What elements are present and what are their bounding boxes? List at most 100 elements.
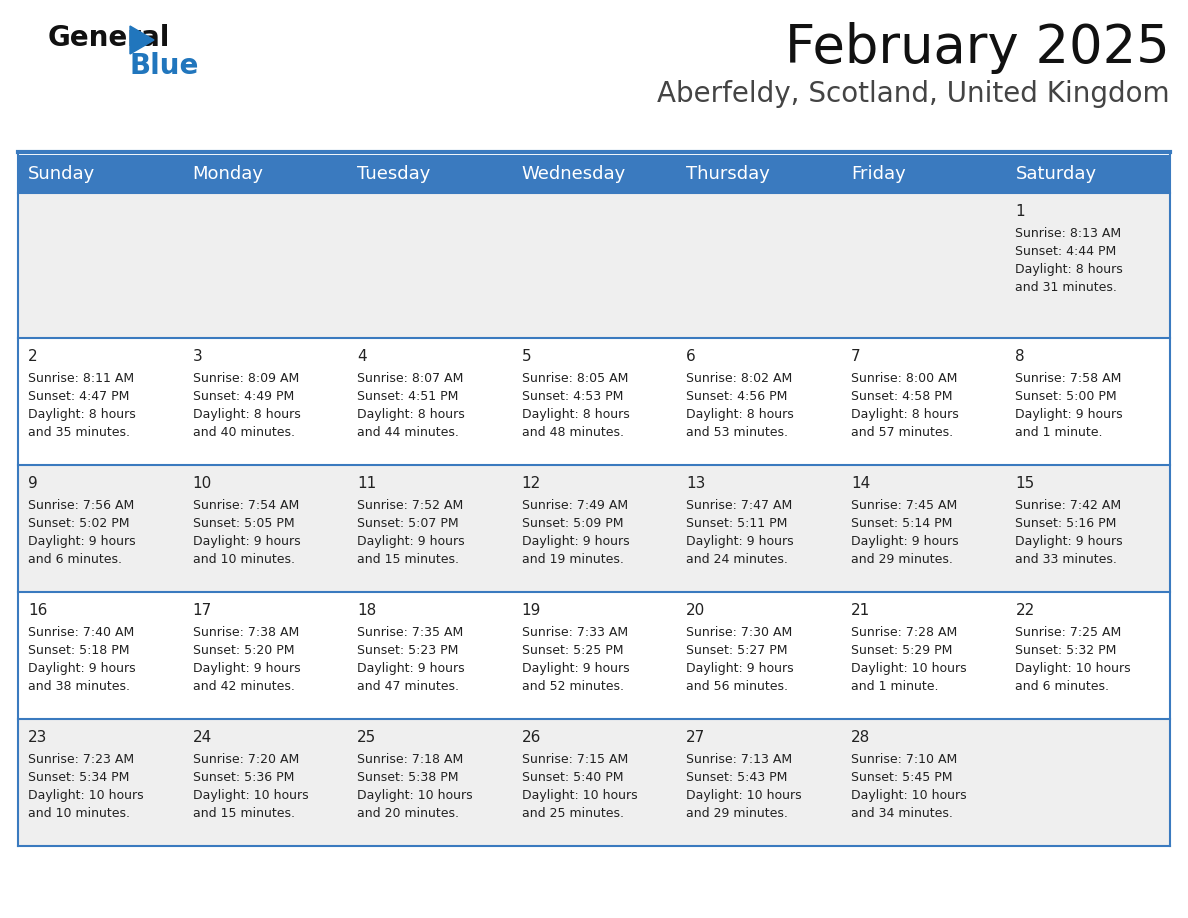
Text: Sunrise: 7:28 AM: Sunrise: 7:28 AM xyxy=(851,626,958,639)
Text: Sunrise: 7:52 AM: Sunrise: 7:52 AM xyxy=(358,499,463,512)
Text: 23: 23 xyxy=(29,730,48,745)
Text: Thursday: Thursday xyxy=(687,165,770,183)
Text: 8: 8 xyxy=(1016,349,1025,364)
Text: 14: 14 xyxy=(851,476,870,491)
Text: Sunset: 4:58 PM: Sunset: 4:58 PM xyxy=(851,390,953,403)
Text: Sunrise: 7:45 AM: Sunrise: 7:45 AM xyxy=(851,499,958,512)
Text: Sunset: 5:09 PM: Sunset: 5:09 PM xyxy=(522,517,624,530)
Text: Daylight: 10 hours: Daylight: 10 hours xyxy=(29,789,144,802)
Bar xyxy=(841,155,1005,193)
Text: Sunset: 5:02 PM: Sunset: 5:02 PM xyxy=(29,517,129,530)
Text: Sunrise: 8:11 AM: Sunrise: 8:11 AM xyxy=(29,372,134,385)
Text: 27: 27 xyxy=(687,730,706,745)
Text: 13: 13 xyxy=(687,476,706,491)
Text: and 33 minutes.: and 33 minutes. xyxy=(1016,553,1117,566)
Text: and 57 minutes.: and 57 minutes. xyxy=(851,426,953,439)
Text: 11: 11 xyxy=(358,476,377,491)
Text: Saturday: Saturday xyxy=(1016,165,1097,183)
Text: Sunset: 5:25 PM: Sunset: 5:25 PM xyxy=(522,644,624,657)
Text: Aberfeldy, Scotland, United Kingdom: Aberfeldy, Scotland, United Kingdom xyxy=(657,80,1170,108)
Text: Tuesday: Tuesday xyxy=(358,165,430,183)
Text: Sunrise: 7:38 AM: Sunrise: 7:38 AM xyxy=(192,626,299,639)
Text: 28: 28 xyxy=(851,730,870,745)
Text: Sunset: 4:47 PM: Sunset: 4:47 PM xyxy=(29,390,129,403)
Text: Sunrise: 7:42 AM: Sunrise: 7:42 AM xyxy=(1016,499,1121,512)
Text: Sunset: 5:23 PM: Sunset: 5:23 PM xyxy=(358,644,459,657)
Text: Sunrise: 8:09 AM: Sunrise: 8:09 AM xyxy=(192,372,299,385)
Text: 9: 9 xyxy=(29,476,38,491)
Text: and 38 minutes.: and 38 minutes. xyxy=(29,680,129,693)
Text: Sunset: 5:16 PM: Sunset: 5:16 PM xyxy=(1016,517,1117,530)
Text: Sunrise: 7:58 AM: Sunrise: 7:58 AM xyxy=(1016,372,1121,385)
Bar xyxy=(512,155,676,193)
Text: Daylight: 9 hours: Daylight: 9 hours xyxy=(358,535,465,548)
Text: Daylight: 9 hours: Daylight: 9 hours xyxy=(1016,408,1123,421)
Text: and 31 minutes.: and 31 minutes. xyxy=(1016,281,1117,294)
Text: Sunset: 5:20 PM: Sunset: 5:20 PM xyxy=(192,644,295,657)
Text: 5: 5 xyxy=(522,349,531,364)
Text: Daylight: 10 hours: Daylight: 10 hours xyxy=(687,789,802,802)
Text: Sunrise: 7:10 AM: Sunrise: 7:10 AM xyxy=(851,753,958,766)
Text: 19: 19 xyxy=(522,603,541,618)
Text: and 48 minutes.: and 48 minutes. xyxy=(522,426,624,439)
Text: Sunset: 5:27 PM: Sunset: 5:27 PM xyxy=(687,644,788,657)
Text: 16: 16 xyxy=(29,603,48,618)
Text: General: General xyxy=(48,24,170,52)
Text: 6: 6 xyxy=(687,349,696,364)
Text: Daylight: 10 hours: Daylight: 10 hours xyxy=(851,789,967,802)
Text: 18: 18 xyxy=(358,603,377,618)
Text: Daylight: 9 hours: Daylight: 9 hours xyxy=(29,535,135,548)
Text: Sunrise: 8:13 AM: Sunrise: 8:13 AM xyxy=(1016,227,1121,240)
Text: Sunrise: 8:00 AM: Sunrise: 8:00 AM xyxy=(851,372,958,385)
Bar xyxy=(18,465,1170,592)
Polygon shape xyxy=(129,26,154,54)
Text: and 10 minutes.: and 10 minutes. xyxy=(29,807,129,820)
Bar xyxy=(1005,155,1170,193)
Text: and 42 minutes.: and 42 minutes. xyxy=(192,680,295,693)
Text: Sunset: 5:40 PM: Sunset: 5:40 PM xyxy=(522,771,624,784)
Text: and 24 minutes.: and 24 minutes. xyxy=(687,553,788,566)
Text: 12: 12 xyxy=(522,476,541,491)
Text: and 47 minutes.: and 47 minutes. xyxy=(358,680,459,693)
Text: Sunset: 4:49 PM: Sunset: 4:49 PM xyxy=(192,390,293,403)
Text: Daylight: 9 hours: Daylight: 9 hours xyxy=(687,662,794,675)
Text: Sunset: 4:56 PM: Sunset: 4:56 PM xyxy=(687,390,788,403)
Text: 26: 26 xyxy=(522,730,541,745)
Text: Sunrise: 8:05 AM: Sunrise: 8:05 AM xyxy=(522,372,628,385)
Text: and 44 minutes.: and 44 minutes. xyxy=(358,426,459,439)
Text: Sunset: 5:38 PM: Sunset: 5:38 PM xyxy=(358,771,459,784)
Text: and 53 minutes.: and 53 minutes. xyxy=(687,426,789,439)
Text: Sunset: 5:00 PM: Sunset: 5:00 PM xyxy=(1016,390,1117,403)
Text: Sunrise: 7:33 AM: Sunrise: 7:33 AM xyxy=(522,626,627,639)
Text: Daylight: 10 hours: Daylight: 10 hours xyxy=(522,789,637,802)
Text: 2: 2 xyxy=(29,349,38,364)
Text: Sunrise: 7:47 AM: Sunrise: 7:47 AM xyxy=(687,499,792,512)
Text: Friday: Friday xyxy=(851,165,905,183)
Text: Daylight: 9 hours: Daylight: 9 hours xyxy=(192,662,301,675)
Text: Sunset: 5:18 PM: Sunset: 5:18 PM xyxy=(29,644,129,657)
Text: 1: 1 xyxy=(1016,204,1025,219)
Text: Sunrise: 8:07 AM: Sunrise: 8:07 AM xyxy=(358,372,463,385)
Text: Sunset: 5:29 PM: Sunset: 5:29 PM xyxy=(851,644,953,657)
Text: Sunrise: 7:49 AM: Sunrise: 7:49 AM xyxy=(522,499,627,512)
Text: Sunrise: 7:23 AM: Sunrise: 7:23 AM xyxy=(29,753,134,766)
Text: Sunset: 5:34 PM: Sunset: 5:34 PM xyxy=(29,771,129,784)
Text: 22: 22 xyxy=(1016,603,1035,618)
Text: Sunrise: 7:56 AM: Sunrise: 7:56 AM xyxy=(29,499,134,512)
Text: and 52 minutes.: and 52 minutes. xyxy=(522,680,624,693)
Text: Daylight: 8 hours: Daylight: 8 hours xyxy=(29,408,135,421)
Text: 24: 24 xyxy=(192,730,211,745)
Text: Sunrise: 7:18 AM: Sunrise: 7:18 AM xyxy=(358,753,463,766)
Text: and 1 minute.: and 1 minute. xyxy=(851,680,939,693)
Text: and 29 minutes.: and 29 minutes. xyxy=(851,553,953,566)
Text: Daylight: 9 hours: Daylight: 9 hours xyxy=(522,535,630,548)
Text: 7: 7 xyxy=(851,349,860,364)
Text: Sunset: 4:51 PM: Sunset: 4:51 PM xyxy=(358,390,459,403)
Text: 4: 4 xyxy=(358,349,367,364)
Text: Sunrise: 7:54 AM: Sunrise: 7:54 AM xyxy=(192,499,299,512)
Text: 3: 3 xyxy=(192,349,202,364)
Text: and 29 minutes.: and 29 minutes. xyxy=(687,807,788,820)
Text: Daylight: 8 hours: Daylight: 8 hours xyxy=(851,408,959,421)
Text: 17: 17 xyxy=(192,603,211,618)
Text: 10: 10 xyxy=(192,476,211,491)
